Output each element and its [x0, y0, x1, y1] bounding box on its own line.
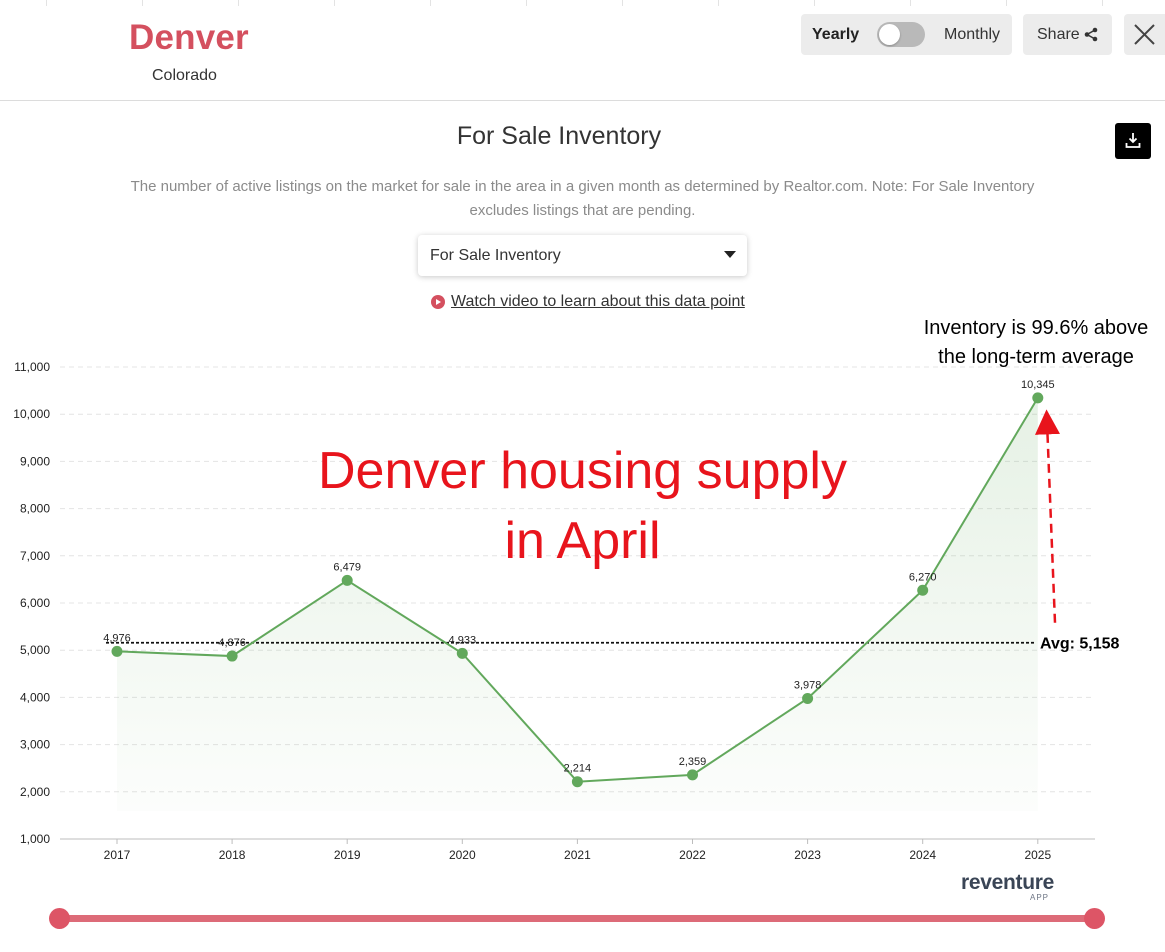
annotation-line-2: the long-term average — [938, 346, 1134, 368]
data-label: 10,345 — [1021, 379, 1055, 391]
x-tick-label: 2022 — [679, 848, 706, 862]
data-point — [917, 584, 929, 596]
city-title: Denver — [129, 18, 249, 57]
toggle-monthly-label[interactable]: Monthly — [944, 26, 1001, 43]
x-tick-label: 2025 — [1024, 848, 1051, 862]
download-button[interactable] — [1115, 123, 1151, 159]
y-tick-label: 3,000 — [20, 738, 50, 752]
brand-logo: reventure — [961, 871, 1055, 894]
play-icon — [431, 295, 445, 309]
range-end-handle[interactable] — [1084, 908, 1105, 929]
metric-dropdown[interactable]: For Sale Inventory — [418, 235, 747, 276]
toggle-yearly-label[interactable]: Yearly — [812, 26, 860, 43]
download-icon — [1125, 133, 1141, 148]
data-point — [571, 776, 583, 788]
x-tick-label: 2021 — [564, 848, 591, 862]
data-label: 4,933 — [449, 634, 477, 646]
y-tick-label: 10,000 — [13, 407, 50, 421]
y-tick-label: 6,000 — [20, 596, 50, 610]
metric-dropdown-value: For Sale Inventory — [430, 247, 561, 264]
top-bar: Denver Colorado Yearly Monthly Share — [0, 0, 1165, 101]
y-tick-label: 8,000 — [20, 502, 50, 516]
share-label: Share — [1037, 26, 1080, 43]
range-track — [58, 915, 1095, 922]
chart-title: For Sale Inventory — [456, 122, 662, 150]
close-button[interactable] — [1124, 14, 1165, 55]
data-point — [802, 692, 814, 704]
y-tick-label: 4,000 — [20, 690, 50, 704]
data-label: 2,214 — [564, 763, 592, 775]
x-tick-label: 2018 — [219, 848, 246, 862]
share-button[interactable]: Share — [1023, 14, 1112, 55]
x-tick-label: 2017 — [104, 848, 131, 862]
annotation-arrow — [1035, 409, 1060, 623]
y-tick-label: 2,000 — [20, 785, 50, 799]
data-label: 3,978 — [794, 679, 822, 691]
x-tick-label: 2020 — [449, 848, 476, 862]
overlay-caption: Denver housing supply in April — [300, 436, 865, 576]
overlay-caption-line-2: in April — [504, 512, 661, 570]
area-fill — [117, 397, 1038, 811]
period-toggle-group: Yearly Monthly — [801, 14, 1012, 55]
y-tick-label: 9,000 — [20, 454, 50, 468]
range-start-handle[interactable] — [49, 908, 70, 929]
data-point — [226, 650, 238, 662]
brand-logo-sub: APP — [1030, 893, 1050, 902]
data-point — [1032, 392, 1044, 404]
y-tick-label: 7,000 — [20, 549, 50, 563]
annotation-line-1: Inventory is 99.6% above — [923, 317, 1149, 339]
top-edge-ticks — [0, 0, 1165, 6]
x-tick-label: 2024 — [909, 848, 936, 862]
data-label: 6,270 — [909, 571, 937, 583]
y-tick-label: 11,000 — [14, 360, 50, 374]
close-icon — [1134, 24, 1155, 45]
y-tick-label: 1,000 — [20, 832, 50, 846]
data-point — [341, 574, 353, 586]
y-tick-label: 5,000 — [20, 643, 50, 657]
data-label: 2,359 — [679, 756, 707, 768]
share-icon — [1084, 27, 1098, 42]
state-subtitle: Colorado — [152, 67, 217, 84]
average-reference-label: Avg: 5,158 — [1040, 636, 1120, 653]
chart-annotation: Inventory is 99.6% above the long-term a… — [907, 314, 1165, 372]
data-point — [687, 769, 698, 781]
data-label: 6,479 — [333, 561, 361, 573]
x-tick-label: 2023 — [794, 848, 821, 862]
data-label: 4,976 — [103, 632, 131, 644]
period-toggle-switch[interactable] — [877, 22, 925, 47]
inventory-line-chart: Avg: 5,158 4,976 4,876 6,479 4,933 2,214 2,35… — [13, 360, 1120, 862]
data-point — [456, 647, 468, 659]
year-range-slider[interactable] — [49, 908, 1105, 930]
toggle-knob — [879, 24, 900, 45]
overlay-caption-line-1: Denver housing supply — [318, 442, 847, 500]
data-label: 4,876 — [218, 637, 246, 649]
x-tick-label: 2019 — [334, 848, 361, 862]
data-point — [111, 645, 123, 657]
watch-video-text: Watch video to learn about this data poi… — [451, 293, 745, 310]
caret-down-icon — [724, 251, 736, 258]
chart-description: The number of active listings on the mar… — [130, 178, 1035, 219]
